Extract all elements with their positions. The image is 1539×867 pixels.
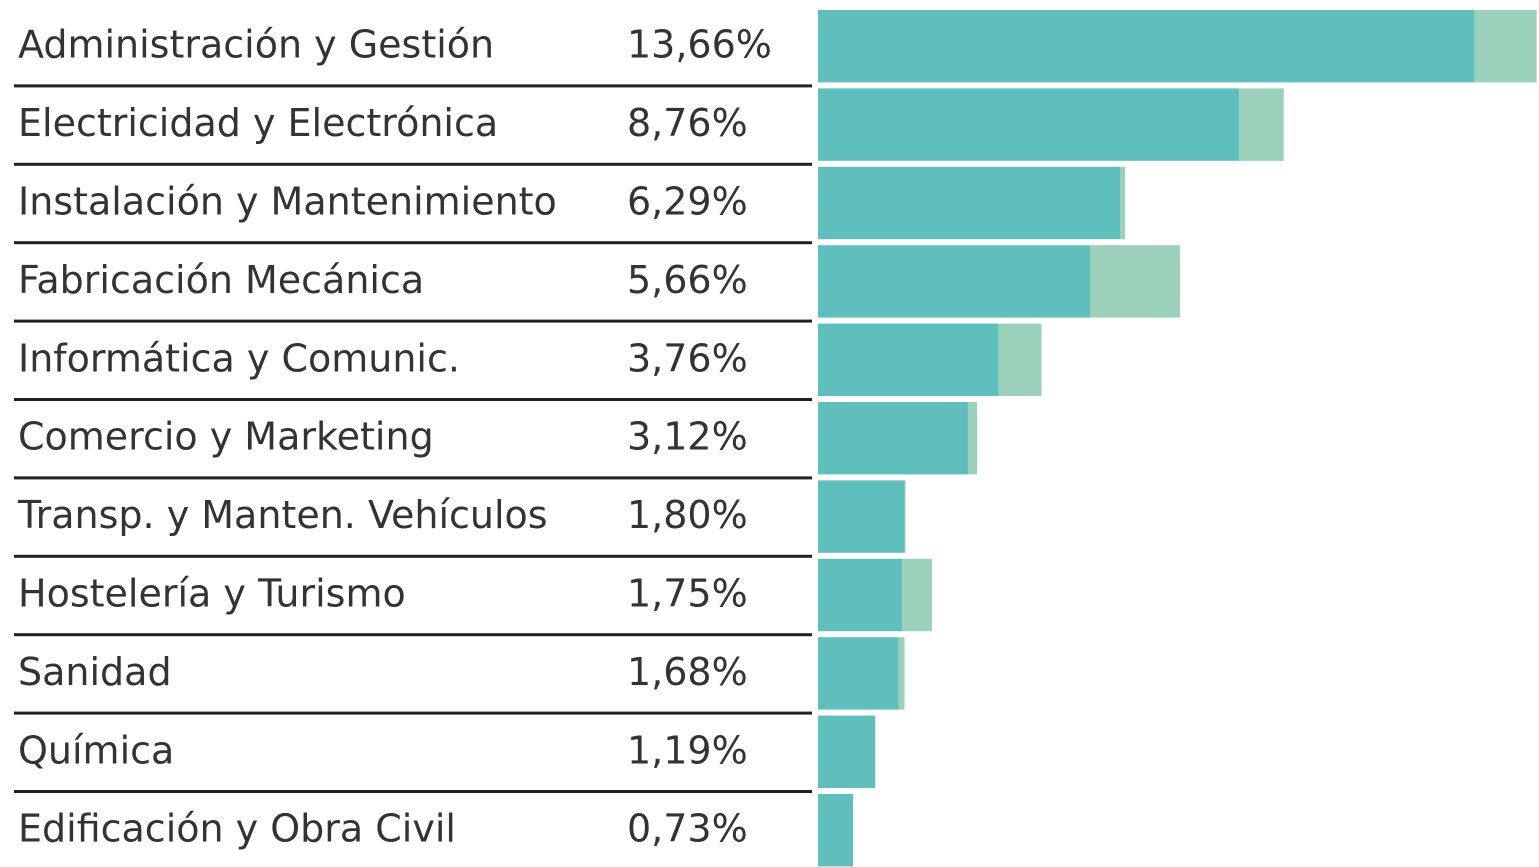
row-separator	[14, 633, 812, 637]
bar-segment	[898, 637, 905, 710]
row-separator	[14, 790, 812, 793]
value-label: 1,19%	[627, 728, 748, 772]
row-separator	[14, 398, 812, 401]
bar-segment	[818, 166, 1121, 240]
bar-segment	[1120, 166, 1126, 240]
value-label: 1,68%	[627, 650, 748, 694]
bar-segment	[818, 637, 899, 710]
bar-segment	[818, 245, 1091, 318]
row-separator	[14, 84, 812, 88]
bar-segment	[1239, 88, 1284, 161]
row-separator	[14, 241, 812, 245]
bar-segment	[998, 323, 1042, 396]
bar-segment	[818, 88, 1240, 161]
category-label: Electricidad y Electrónica	[18, 101, 498, 145]
bar-segment	[818, 715, 876, 788]
category-label: Química	[18, 728, 174, 772]
category-label: Edificación y Obra Civil	[18, 807, 456, 851]
category-label: Instalación y Mantenimiento	[18, 180, 557, 224]
value-label: 0,73%	[627, 807, 748, 851]
value-label: 3,12%	[627, 415, 748, 459]
category-label: Fabricación Mecánica	[18, 258, 424, 302]
bar-segment	[1090, 245, 1180, 318]
bar-segment	[904, 480, 906, 553]
bar-segment	[818, 558, 903, 632]
value-label: 5,66%	[627, 258, 748, 302]
row-separator	[14, 162, 812, 166]
row-separator	[14, 711, 812, 715]
row-separator	[14, 476, 812, 480]
bar-segment	[967, 402, 978, 475]
value-label: 1,75%	[627, 572, 748, 616]
bar-segment	[818, 323, 999, 396]
bar-segment	[818, 10, 1475, 83]
value-label: 3,76%	[627, 336, 748, 380]
row-separator	[14, 554, 812, 558]
category-label: Hostelería y Turismo	[18, 572, 406, 616]
category-label: Sanidad	[18, 650, 172, 694]
bar-segment	[818, 480, 905, 553]
value-label: 8,76%	[627, 101, 748, 145]
bar-segment	[1474, 10, 1537, 83]
value-label: 13,66%	[627, 23, 772, 67]
value-label: 6,29%	[627, 180, 748, 224]
category-label: Administración y Gestión	[18, 23, 494, 67]
value-label: 1,80%	[627, 493, 748, 537]
row-separator	[14, 319, 812, 323]
category-label: Informática y Comunic.	[18, 336, 460, 380]
category-label: Transp. y Manten. Vehículos	[17, 493, 548, 537]
bar-segment	[818, 794, 854, 867]
bar-segment	[818, 402, 968, 475]
bar-segment	[902, 558, 932, 632]
category-label: Comercio y Marketing	[18, 415, 434, 459]
